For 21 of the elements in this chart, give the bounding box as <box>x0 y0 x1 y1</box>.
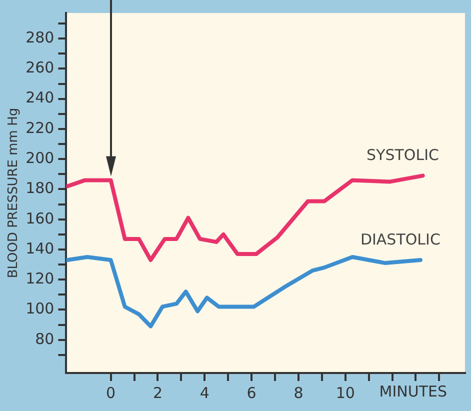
x-tick-label: 10 <box>336 384 355 402</box>
x-tick-label: 4 <box>200 384 210 402</box>
y-tick-label: 160 <box>26 209 54 228</box>
y-tick-label: 120 <box>26 270 54 288</box>
x-tick-label: 8 <box>294 384 304 402</box>
y-axis-title: BLOOD PRESSURE mm Hg <box>6 108 22 278</box>
y-tick-label: 260 <box>26 58 54 77</box>
y-tick-label: 140 <box>26 239 54 258</box>
y-tick-label: 220 <box>26 118 54 137</box>
x-tick-label: 0 <box>106 384 116 402</box>
x-axis-title: MINUTES <box>379 382 447 400</box>
y-tick-label: 240 <box>26 88 54 107</box>
series-label: SYSTOLIC <box>366 146 439 164</box>
series-label: DIASTOLIC <box>360 230 440 248</box>
x-tick-label: 2 <box>152 384 162 402</box>
y-tick-label: 180 <box>26 179 54 198</box>
x-tick-label: 6 <box>246 384 256 402</box>
y-tick-label: 80 <box>35 330 54 348</box>
y-tick-label: 200 <box>26 149 54 167</box>
y-tick-label: 280 <box>26 28 54 46</box>
y-tick-label: 100 <box>26 300 54 318</box>
